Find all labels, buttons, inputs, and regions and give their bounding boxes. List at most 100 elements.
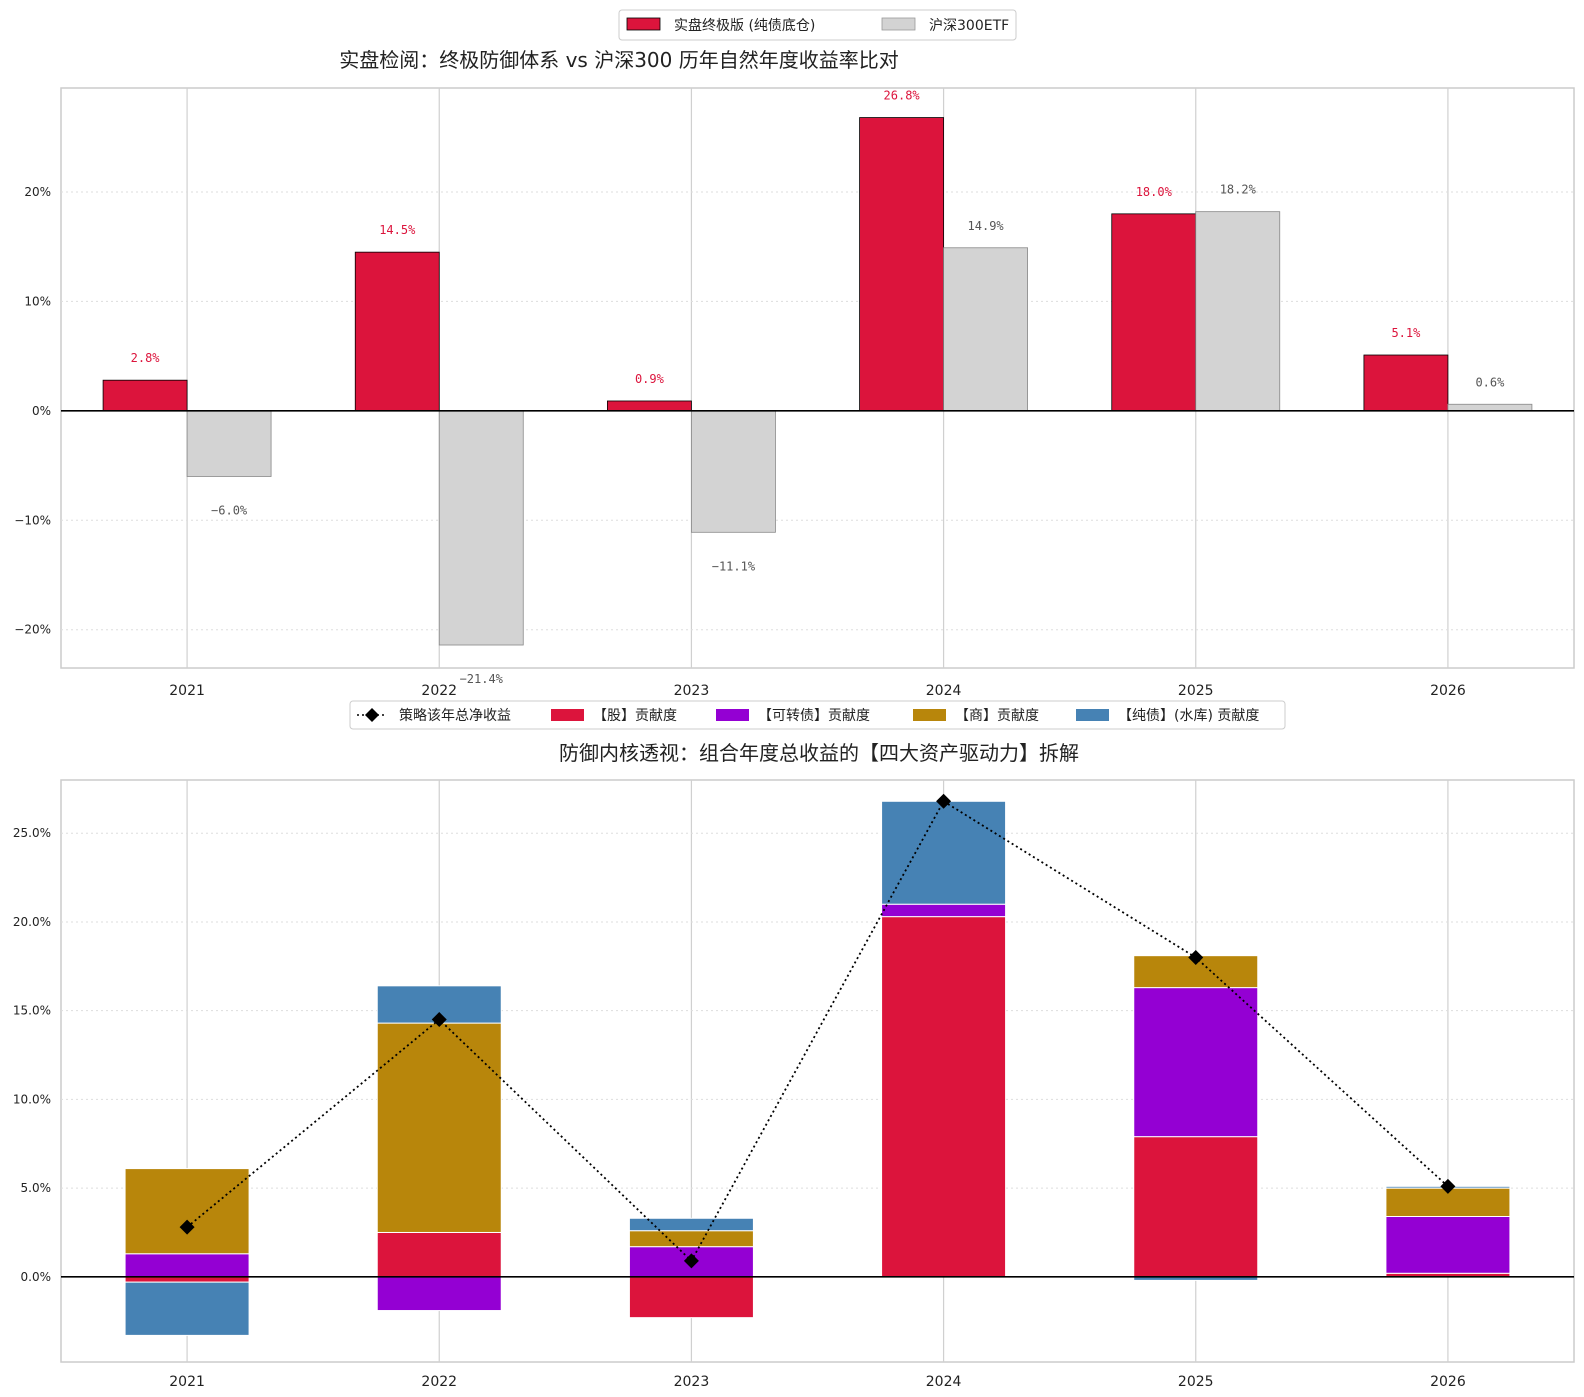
chart-2-bar-segment-s0-2022: [376, 1231, 502, 1278]
chart-2-bar-segment-s2-2023: [628, 1230, 754, 1248]
chart-1-data-label-s0-2023: 0.9%: [635, 372, 665, 386]
chart-1-bar-s1-2022: [438, 410, 524, 646]
chart-1-bar-s1-2021: [186, 410, 272, 477]
chart-1-title: 实盘检阅：终极防御体系 vs 沪深300 历年自然年度收益率比对: [339, 48, 899, 72]
chart-1-ytick-label: −10%: [14, 513, 51, 527]
chart-2-xtick-label-2024: 2024: [926, 1374, 962, 1390]
chart-2-xtick-label-2021: 2021: [169, 1374, 205, 1390]
chart-1-data-label-s1-2026: 0.6%: [1475, 375, 1505, 389]
chart-1-data-label-s0-2025: 18.0%: [1136, 185, 1173, 199]
chart-1-data-label-s0-2026: 5.1%: [1391, 326, 1421, 340]
chart-1-data-label-s0-2022: 14.5%: [379, 223, 416, 237]
chart-2-bar-segment-s3-2021: [124, 1281, 250, 1336]
chart-2-legend-swatch-convertible: [716, 709, 749, 721]
chart-1-legend-label-strategy: 实盘终极版 (纯债底仓): [674, 17, 815, 34]
chart-2-total-marker-2023: [683, 1253, 699, 1269]
chart-2-total-marker-2021: [179, 1219, 195, 1235]
chart-2-total-marker-2022: [431, 1012, 447, 1028]
chart-1-legend-label-hs300: 沪深300ETF: [929, 18, 1009, 34]
chart-1-xtick-label-2024: 2024: [926, 683, 962, 699]
chart-2-legend-label-bond: 【纯债】(水库) 贡献度: [1118, 708, 1259, 724]
chart-2-total-marker-2024: [936, 793, 952, 809]
chart-1-bar-s1-2024: [943, 247, 1028, 412]
chart-1-xtick-label-2022: 2022: [421, 683, 457, 699]
chart-1-data-label-s1-2022: −21.4%: [460, 672, 504, 686]
chart-2-legend-swatch-stock: [551, 709, 584, 721]
chart-2-legend-box: [349, 700, 1286, 730]
chart-1-bar-s1-2026: [1447, 403, 1533, 412]
chart-2-title: 防御内核透视：组合年度总收益的【四大资产驱动力】拆解: [559, 741, 1079, 765]
chart-1-data-label-s1-2024: 14.9%: [968, 219, 1005, 233]
chart-1-bar-s0-2021: [102, 379, 188, 412]
chart-1-ytick-label: 0%: [32, 404, 51, 418]
chart-2-plot-area: [60, 779, 1575, 1363]
chart-2-legend-label-stock: 【股】贡献度: [593, 708, 677, 724]
chart-1-legend-swatch-hs300: [881, 17, 916, 31]
chart-2-legend: 策略该年总净收益 【股】贡献度 【可转债】贡献度 【商】贡献度 【纯债】(水库)…: [349, 700, 1286, 730]
chart-2-xtick-label-2022: 2022: [421, 1374, 457, 1390]
chart-1-data-label-s0-2024: 26.8%: [884, 89, 921, 103]
chart-1-data-label-s1-2025: 18.2%: [1220, 183, 1257, 197]
chart-2-bar-segment-s2-2021: [124, 1168, 250, 1255]
chart-1-legend-swatch-strategy: [626, 17, 661, 31]
chart-2-y-ticks: 0.0% 5.0% 10.0% 15.0% 20.0% 25.0%: [13, 826, 51, 1284]
chart-1-xtick-label-2023: 2023: [674, 683, 710, 699]
chart-2-ytick-label: 25.0%: [13, 826, 51, 840]
chart-2-bar-segment-s1-2024: [881, 903, 1007, 918]
chart-2-ytick-label: 0.0%: [21, 1270, 52, 1284]
chart-2-bar-segment-s0-2024: [881, 916, 1007, 1278]
chart-2-ytick-label: 15.0%: [13, 1004, 51, 1018]
chart-1-legend: 实盘终极版 (纯债底仓) 沪深300ETF: [618, 9, 1017, 41]
chart-1-bar-s0-2022: [354, 251, 440, 412]
chart-2-total-marker-2026: [1440, 1178, 1456, 1194]
chart-1-data-label-s0-2021: 2.8%: [131, 351, 161, 365]
chart-1-ytick-label: 20%: [24, 185, 51, 199]
chart-1-legend-box: [618, 9, 1017, 41]
chart-2-total-line: [179, 793, 1456, 1269]
chart-1-bar-s0-2026: [1363, 354, 1449, 412]
chart-1-bars: [102, 117, 1533, 646]
chart-2-bar-segment-s0-2025: [1133, 1136, 1259, 1278]
chart-2-bar-segment-s1-2025: [1133, 987, 1259, 1138]
chart-1-bar-s1-2023: [691, 410, 776, 533]
chart-2-bar-segment-s1-2026: [1385, 1216, 1511, 1274]
chart-2-ytick-label: 5.0%: [21, 1181, 52, 1195]
chart-1-xtick-label-2025: 2025: [1178, 683, 1214, 699]
chart-2-bar-segment-s1-2021: [124, 1253, 250, 1278]
chart-2-xtick-label-2026: 2026: [1430, 1374, 1466, 1390]
chart-1-ytick-label: 10%: [24, 294, 51, 308]
chart-1-plot-area: [60, 87, 1575, 669]
chart-2-legend-swatch-commodity: [913, 709, 946, 721]
chart-1-xtick-label-2021: 2021: [169, 683, 205, 699]
chart-2-xtick-label-2025: 2025: [1178, 1374, 1214, 1390]
chart-1-bar-s0-2023: [607, 400, 692, 412]
chart-2-x-ticks: 2021 2022 2023 2024 2025 2026: [169, 1374, 1466, 1390]
chart-1-data-labels: 2.8% 14.5% 0.9% 26.8% 18.0% 5.1% −6.0% −21.4% −1…: [131, 89, 1506, 686]
chart-2-legend-label-commodity: 【商】贡献度: [955, 708, 1039, 724]
chart-1-y-ticks: −20% −10% 0% 10% 20%: [14, 185, 51, 637]
chart-1-bar-s0-2025: [1111, 213, 1197, 412]
chart-1-bar-s1-2025: [1195, 211, 1281, 412]
chart-1-data-label-s1-2021: −6.0%: [211, 503, 248, 517]
chart-2-xtick-label-2023: 2023: [674, 1374, 710, 1390]
chart-1-x-ticks: 2021 2022 2023 2024 2025 2026: [169, 683, 1466, 699]
chart-2-legend-label-total: 策略该年总净收益: [399, 707, 511, 724]
chart-2-legend-diamond-icon: [365, 708, 379, 722]
chart-2-bar-segment-s1-2022: [376, 1276, 502, 1312]
chart-2-bar-segment-s3-2024: [881, 800, 1007, 905]
chart-2-bar-segment-s0-2023: [628, 1276, 754, 1319]
chart-1-data-label-s1-2023: −11.1%: [712, 559, 756, 573]
chart-1-xtick-label-2026: 2026: [1430, 683, 1466, 699]
chart-1: 2.8% 14.5% 0.9% 26.8% 18.0% 5.1% −6.0% −21.4% −1…: [14, 9, 1575, 699]
chart-2-ytick-label: 20.0%: [13, 915, 51, 929]
chart-1-bar-s0-2024: [859, 117, 944, 412]
chart-2-bar-segment-s2-2022: [376, 1022, 502, 1233]
chart-2: 0.0%5.0%10.0%15.0%20.0%25.0% 2021 2022 202…: [13, 700, 1575, 1390]
chart-2-total-marker-2025: [1188, 949, 1204, 965]
chart-2-ytick-label: 10.0%: [13, 1092, 51, 1106]
chart-2-legend-swatch-bond: [1076, 709, 1109, 721]
chart-2-legend-label-convertible: 【可转债】贡献度: [758, 708, 870, 724]
chart-2-bar-segment-s3-2023: [628, 1217, 754, 1232]
chart-1-ytick-label: −20%: [14, 623, 51, 637]
